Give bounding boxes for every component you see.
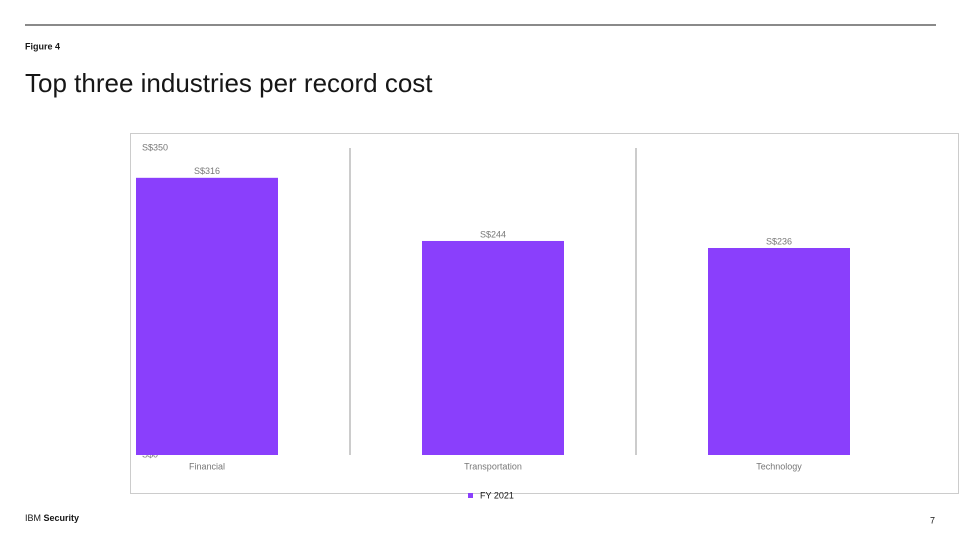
footer-product: Security (44, 513, 80, 523)
value-label: S$236 (766, 236, 792, 246)
page-number: 7 (930, 515, 935, 525)
bar (136, 177, 278, 455)
x-tick-label: Transportation (464, 461, 522, 471)
legend-swatch (468, 493, 473, 498)
footer-brand: IBM (25, 513, 41, 523)
chart-title: Top three industries per record cost (25, 68, 433, 98)
bar (422, 240, 564, 455)
footer: IBM Security (25, 513, 79, 523)
chart-frame (130, 133, 959, 494)
value-label: S$244 (480, 229, 506, 239)
figure-label: Figure 4 (25, 41, 60, 51)
y-tick-label: S$350 (142, 142, 168, 152)
x-tick-label: Technology (756, 461, 802, 471)
legend-label: FY 2021 (480, 490, 514, 500)
bar (708, 247, 850, 455)
value-label: S$316 (194, 166, 220, 176)
x-tick-label: Financial (189, 461, 225, 471)
